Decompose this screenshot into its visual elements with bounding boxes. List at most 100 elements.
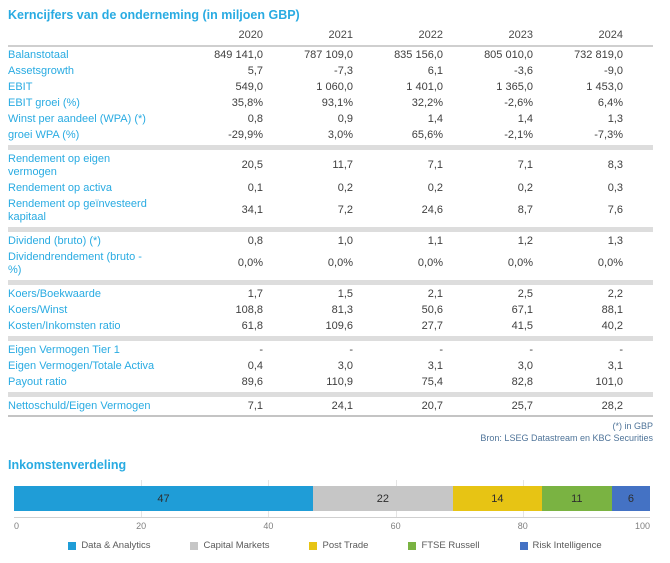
section-separator [8,335,653,341]
legend-item: Post Trade [309,540,368,551]
table-header-row: 2020 2021 2022 2023 2024 [8,29,653,47]
cell-value: 3,1 [607,359,623,372]
cell-value: 75,4 [421,375,443,388]
table-row: Koers/Boekwaarde 1,7 1,5 2,1 2,5 2,2 [8,286,653,302]
section-separator [8,279,653,285]
cell-value: -3,6 [514,64,533,77]
cell-value: 835 156,0 [394,48,443,61]
cell-value: 11,7 [332,159,353,171]
stacked-bar: 47 22 14 11 6 [14,486,650,511]
cell-value: 50,6 [421,303,443,316]
legend-item: Data & Analytics [68,540,150,551]
cell-value: 101,0 [595,375,623,388]
cell-value: 5,7 [247,64,263,77]
bar-segment: 22 [312,486,453,511]
section-separator [8,226,653,232]
table-row: Rendement op eigen vermogen 20,5 11,7 7,1 7,… [8,151,653,180]
row-label: Dividend (bruto) (*) [8,234,101,247]
cell-value: 41,5 [511,319,533,332]
cell-value: 0,2 [517,181,533,194]
chart-x-axis: 0 20 40 60 80 100 [14,518,650,532]
cell-value: 1,2 [517,234,533,247]
table-title: Kerncijfers van de onderneming (in miljo… [8,8,300,22]
cell-value: - [439,343,443,356]
chart-title: Inkomstenverdeling [8,458,127,472]
cell-value: 2,2 [607,287,623,300]
cell-value: 6,1 [427,64,443,77]
row-label: Rendement op activa [8,181,112,194]
cell-value: -7,3 [334,64,353,77]
legend-label: Data & Analytics [81,540,151,551]
row-label: Rendement op geïnvesteerd kapitaal [8,197,147,223]
cell-value: - [529,343,533,356]
cell-value: 787 109,0 [304,48,353,61]
cell-value: 3,1 [427,359,443,372]
cell-value: 61,8 [241,319,263,332]
row-label: Eigen Vermogen Tier 1 [8,343,120,356]
table-row: Assetsgrowth 5,7 -7,3 6,1 -3,6 -9,0 [8,63,653,79]
cell-value: 7,1 [247,399,263,412]
bar-segment: 14 [452,486,542,511]
chart-legend: Data & Analytics Capital Markets Post Trad… [0,540,670,551]
cell-value: - [349,343,353,356]
cell-value: 110,9 [326,375,353,388]
source-note: Bron: LSEG Datastream en KBC Securities [480,432,653,443]
cell-value: -7,3% [594,128,623,141]
cell-value: 3,0% [327,128,353,141]
cell-value: 1 060,0 [316,80,353,93]
row-label: Payout ratio [8,375,67,388]
table-body: Balanstotaal 849 141,0 787 109,0 835 156,0 8… [8,47,653,414]
year-header: 2023 [508,29,533,41]
row-label: Koers/Winst [8,303,68,316]
legend-swatch [309,541,318,550]
segment-value-label: 47 [157,492,170,505]
legend-label: FTSE Russell [421,540,480,551]
row-label: Balanstotaal [8,48,69,61]
cell-value: 25,7 [511,399,533,412]
cell-value: 1,4 [517,112,533,125]
cell-value: 1,1 [427,234,443,247]
cell-value: 34,1 [241,204,263,216]
table-row: Rendement op activa 0,1 0,2 0,2 0,2 0,3 [8,180,653,196]
table-row: Koers/Winst 108,8 81,3 50,6 67,1 88,1 [8,302,653,318]
bar-segment: 47 [14,486,313,511]
cell-value: 7,1 [427,159,443,171]
legend-item: Capital Markets [190,540,269,551]
table-row: Winst per aandeel (WPA) (*) 0,8 0,9 1,4 1,4 1… [8,111,653,127]
table-row: Nettoschuld/Eigen Vermogen 7,1 24,1 20,7 25,… [8,398,653,414]
legend-swatch [519,541,528,550]
table-row: Dividend (bruto) (*) 0,8 1,0 1,1 1,2 1,3 [8,233,653,249]
legend-swatch [408,541,417,550]
year-header: 2024 [598,29,623,41]
cell-value: 20,7 [421,399,443,412]
cell-value: 0,0% [237,257,263,269]
cell-value: - [259,343,263,356]
cell-value: 93,1% [321,96,353,109]
cell-value: 67,1 [511,303,533,316]
row-label-header [8,29,173,42]
table-row: Dividendrendement (bruto - %) 0,0% 0,0% 0,0… [8,249,653,278]
cell-value: 849 141,0 [214,48,263,61]
cell-value: 1,3 [607,234,623,247]
row-label: groei WPA (%) [8,128,80,141]
cell-value: 3,0 [517,359,533,372]
cell-value: 0,8 [247,112,263,125]
cell-value: 0,0% [597,257,623,269]
cell-value: 0,9 [337,112,353,125]
cell-value: 0,2 [337,181,353,194]
cell-value: 1,4 [427,112,443,125]
cell-value: 88,1 [601,303,623,316]
row-label: EBIT [8,80,33,93]
cell-value: 2,5 [517,287,533,300]
row-label: Dividendrendement (bruto - %) [8,250,142,276]
table-row: Payout ratio 89,6 110,9 75,4 82,8 101,0 [8,374,653,390]
cell-value: 0,0% [417,257,443,269]
bar-segment: 11 [541,486,612,511]
axis-tick-label: 40 [263,521,274,531]
table-notes: (*) in GBP Bron: LSEG Datastream en KBC … [0,421,653,444]
row-label: Winst per aandeel (WPA) (*) [8,112,146,125]
cell-value: 0,0% [507,257,533,269]
cell-value: 82,8 [511,375,533,388]
year-header: 2022 [418,29,443,41]
